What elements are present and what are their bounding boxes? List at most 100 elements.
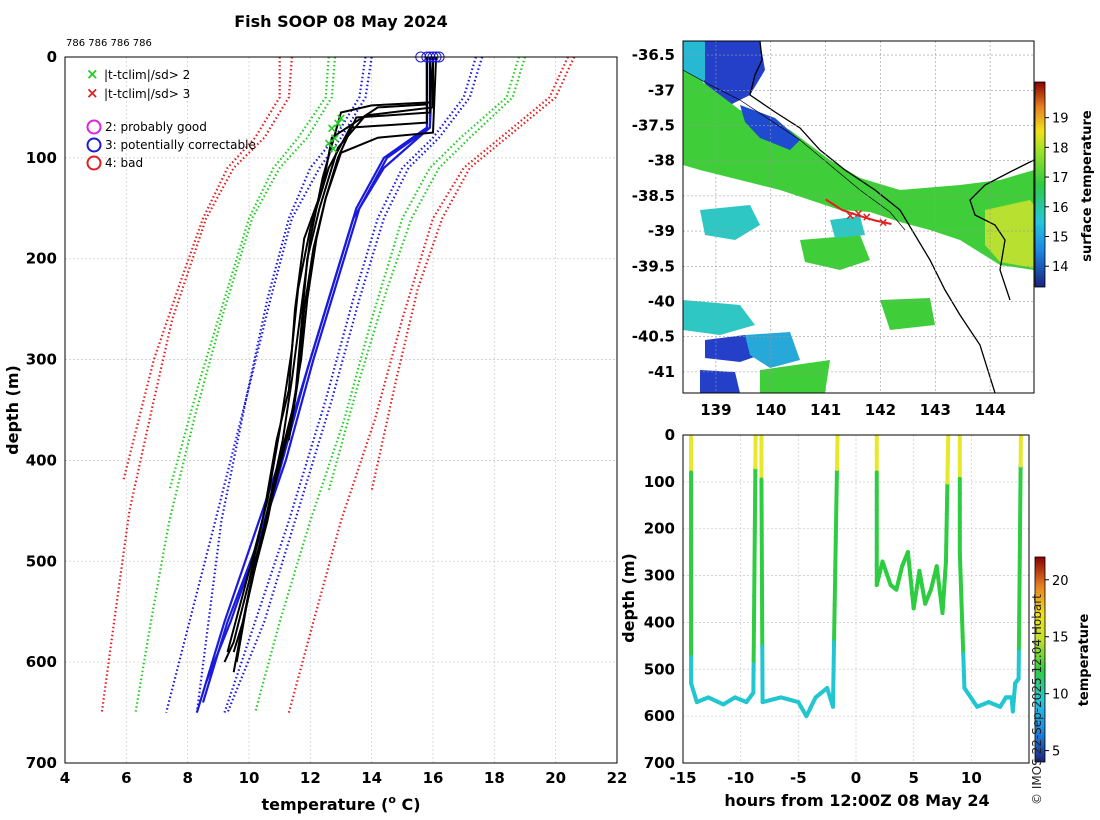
sst-green-patch-3 [880,298,935,330]
sst-coastal-blue [740,105,800,150]
flag-x2-marker: × [332,117,343,132]
cast-profile-line [235,57,434,663]
ts-y-tick-label: 200 [644,520,675,538]
x-tick-label: 16 [423,769,444,787]
x-tick-label: 20 [545,769,566,787]
sst-cb-tick-label: 17 [1052,171,1069,186]
ts-cast-segment [961,669,967,691]
map-y-tick-label: -38 [648,152,675,170]
map-axes-box [682,40,1035,394]
legend-q2-label: 2: probably good [105,120,207,134]
ts-y-tick-label: 500 [644,660,675,678]
sst-colorbar-ticks: 14 15 16 17 18 19 [1045,112,1069,275]
temp-cb-tick-label: 5 [1052,745,1060,760]
coastline-east [969,159,1034,301]
profile-ylabel: depth (m) [3,365,22,455]
x-tick-label: 8 [182,769,192,787]
x-tick-label: 10 [239,769,260,787]
climatology-line [226,57,484,714]
map-flag-marker: × [862,210,872,224]
map-grid [683,41,1034,393]
profile-ticks: 4 6 8 10 12 14 16 18 20 22 0 100 200 300 400 500 600 700 [26,48,628,787]
ts-x-tick-label: 5 [908,769,918,787]
ts-cast-segment [834,435,840,471]
x-tick-label: 14 [361,769,382,787]
ts-y-tick-label: 600 [644,707,675,725]
cast-profile-line [226,57,428,653]
timeseries-casts [689,435,1023,719]
ts-cast-segment [958,567,963,589]
sst-blue-patch-1 [705,335,760,362]
legend-q4-marker [86,155,102,171]
map-flag-points: ××× × [845,206,888,229]
legend-x2-marker: × [86,65,99,83]
map-y-tick-label: -38.5 [632,187,675,205]
sst-colorbar-label: surface temperature [1080,110,1095,262]
climatology-line [287,57,569,713]
cast-profile-line [232,57,434,653]
profile-axes-box [64,56,618,764]
ts-cast-segment [832,602,837,641]
sst-cold-patch [700,41,765,105]
climatology-line [122,57,281,481]
climatology-line [370,57,576,491]
map-flag-marker: × [878,216,888,230]
map-ticks: 139 140 141 142 143 144 -36.5 -37 -37.5 -38 -38.5 -… [632,46,1006,419]
profile-legend: × |t-tclim|/sd> 2 × |t-tclim|/sd> 3 2: p… [86,65,256,171]
profile-plot-area [65,57,617,763]
ts-x-tick-label: -10 [727,769,754,787]
temp-cb-tick-label: 10 [1052,688,1069,703]
ts-cast-segment [830,670,836,709]
legend-q3-label: 3: potentially correctable [105,138,256,152]
ts-y-tick-label: 400 [644,613,675,631]
map-x-tick-label: 139 [700,401,731,419]
sst-cb-tick-label: 18 [1052,141,1069,156]
ts-cast-segment [957,550,963,572]
ts-cast-segment [833,534,838,573]
sst-shelf-band [683,70,1034,270]
flag-x2-marker: × [329,132,340,147]
map-y-tick-label: -37.5 [632,116,675,134]
ts-cast-segment [959,601,965,623]
ts-ylabel: depth (m) [619,553,638,643]
map-y-tick-label: -39 [648,222,675,240]
ts-axes-box [682,434,1030,764]
climatology-line [254,57,520,713]
cast-profile-line [223,57,428,663]
y-tick-label: 200 [26,250,57,268]
flag-x2-marker: × [323,137,334,152]
ts-y-tick-label: 100 [644,473,675,491]
climatology-line [223,57,477,713]
flag-x2-marker: × [326,122,337,137]
sst-cb-tick-label: 16 [1052,201,1069,216]
map-x-tick-label: 144 [974,401,1005,419]
ts-cast-segment [958,584,964,606]
map-y-tick-label: -36.5 [632,46,675,64]
y-tick-label: 100 [26,149,57,167]
climatology-mean-line [205,57,431,683]
ts-y-tick-label: 0 [665,426,675,444]
climatology-line [134,57,336,713]
ts-x-tick-label: -15 [669,769,696,787]
sst-cb-tick-label: 14 [1052,260,1069,275]
flag-x2-marker: × [328,142,339,157]
legend-q2-marker [86,119,102,135]
legend-x3-label: |t-tclim|/sd> 3 [104,87,190,101]
map-x-tick-label: 143 [920,401,951,419]
ts-x-tick-label: -5 [790,769,807,787]
credit-text: © IMOS 22-Sep-2025 12:04 Hobart [1030,594,1044,805]
x-tick-label: 22 [607,769,628,787]
ts-x-tick-label: 10 [961,769,982,787]
profile-xlabel: temperature (o C) [261,793,420,814]
sst-yellow-patch [985,200,1034,268]
ts-cast-segment [960,635,966,657]
sst-cyan-patch-4 [830,216,865,238]
temp-cb-tick-label: 20 [1052,574,1069,589]
y-tick-label: 600 [26,653,57,671]
x-tick-label: 4 [60,769,70,787]
climatology-line [327,57,527,491]
sst-field: ××× × [683,41,1034,393]
sst-cyan-patch-2 [683,300,755,335]
